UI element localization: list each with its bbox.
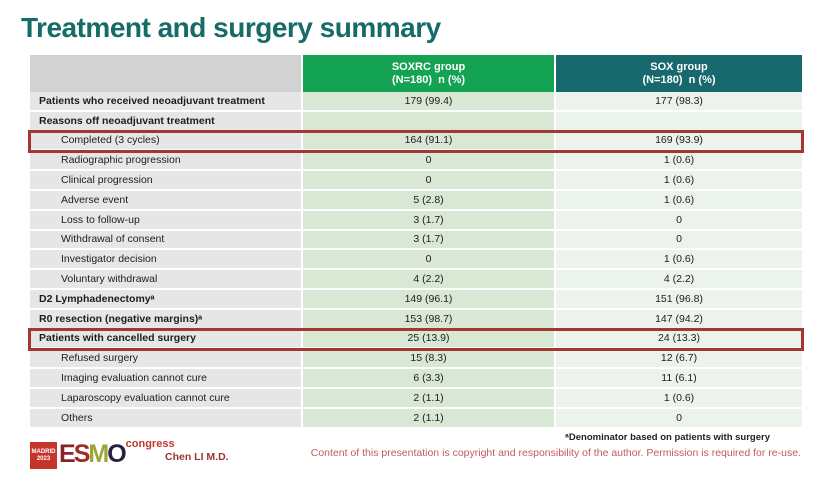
row-label: Others [30, 408, 303, 427]
sox-value-cell: 1 (0.6) [556, 171, 802, 189]
sox-value-cell: 0 [556, 210, 802, 229]
row-label: Withdrawal of consent [30, 230, 303, 249]
table-row: Withdrawal of consent 3 (1.7) 0 [30, 230, 802, 251]
row-label: Clinical progression [30, 171, 303, 189]
esmo-congress-logo: MADRID 2023 ESMO congress [30, 438, 175, 470]
header-empty-cell [30, 55, 303, 92]
sox-value-cell: 1 (0.6) [556, 250, 802, 269]
soxrc-value-cell: 6 (3.3) [303, 369, 556, 387]
row-label: Radiographic progression [30, 151, 303, 170]
esmo-letter-o: O [107, 440, 127, 468]
sox-value-cell [556, 111, 802, 130]
esmo-letter-e: E [59, 440, 76, 468]
soxrc-value-cell [303, 111, 556, 130]
soxrc-value-cell: 15 (8.3) [303, 349, 556, 368]
row-label: Completed (3 cycles) [30, 131, 303, 150]
soxrc-value-cell: 149 (96.1) [303, 289, 556, 308]
soxrc-value-cell: 0 [303, 151, 556, 170]
soxrc-value-cell: 153 (98.7) [303, 309, 556, 328]
table-row: Patients who received neoadjuvant treatm… [30, 92, 802, 112]
header-soxrc-group: SOXRC group (N=180) n (%) [303, 55, 556, 92]
soxrc-value-cell: 2 (1.1) [303, 408, 556, 427]
table-row: Loss to follow-up 3 (1.7) 0 [30, 210, 802, 231]
logo-year: 2023 [36, 455, 51, 462]
logo-city: MADRID [31, 448, 56, 455]
row-label: Refused surgery [30, 349, 303, 368]
presenter-name: Chen LI M.D. [165, 451, 229, 463]
soxrc-value-cell: 5 (2.8) [303, 190, 556, 209]
sox-value-cell: 1 (0.6) [556, 388, 802, 407]
table-row: R0 resection (negative margins)ᵃ 153 (98… [30, 309, 802, 330]
header-sox-group: SOX group (N=180) n (%) [556, 55, 802, 92]
table-header-row: SOXRC group (N=180) n (%) SOX group (N=1… [30, 55, 802, 92]
table-body: Patients who received neoadjuvant treatm… [28, 92, 804, 429]
table-row: Laparoscopy evaluation cannot cure 2 (1.… [30, 388, 802, 409]
table-row: Voluntary withdrawal 4 (2.2) 4 (2.2) [30, 270, 802, 290]
soxrc-value-cell: 164 (91.1) [303, 131, 556, 150]
sox-value-cell: 151 (96.8) [556, 289, 802, 308]
row-label: Loss to follow-up [30, 210, 303, 229]
sox-value-cell: 11 (6.1) [556, 369, 802, 387]
table-row: Others 2 (1.1) 0 [30, 408, 802, 429]
sox-value-cell: 4 (2.2) [556, 270, 802, 288]
table-row: Imaging evaluation cannot cure 6 (3.3) 1… [30, 369, 802, 389]
sox-value-cell: 169 (93.9) [556, 131, 802, 150]
madrid-2023-badge: MADRID 2023 [30, 442, 57, 469]
soxrc-value-cell: 4 (2.2) [303, 270, 556, 288]
soxrc-group-name: SOXRC group [391, 60, 466, 73]
row-label: Laparoscopy evaluation cannot cure [30, 388, 303, 407]
congress-label: congress [125, 438, 175, 450]
row-label: Reasons off neoadjuvant treatment [30, 111, 303, 130]
table-row: Radiographic progression 0 1 (0.6) [30, 151, 802, 172]
esmo-letter-m: M [88, 440, 109, 468]
soxrc-value-cell: 25 (13.9) [303, 329, 556, 348]
sox-group-n: (N=180) n (%) [642, 73, 716, 86]
esmo-wordmark: ESMO [59, 440, 127, 468]
sox-group-name: SOX group [650, 60, 708, 73]
row-label: Patients who received neoadjuvant treatm… [30, 92, 303, 110]
esmo-letter-s: S [73, 440, 91, 468]
sox-value-cell: 1 (0.6) [556, 190, 802, 209]
sox-value-cell: 12 (6.7) [556, 349, 802, 368]
row-label: Investigator decision [30, 250, 303, 269]
soxrc-group-n: (N=180) n (%) [391, 73, 466, 86]
sox-value-cell: 177 (98.3) [556, 92, 802, 110]
row-label: R0 resection (negative margins)ᵃ [30, 309, 303, 328]
table-row: Clinical progression 0 1 (0.6) [30, 171, 802, 191]
row-label: Adverse event [30, 190, 303, 209]
soxrc-value-cell: 0 [303, 171, 556, 189]
table-row: D2 Lymphadenectomyᵃ 149 (96.1) 151 (96.8… [30, 289, 802, 310]
soxrc-value-cell: 2 (1.1) [303, 388, 556, 407]
table-row: Refused surgery 15 (8.3) 12 (6.7) [30, 349, 802, 370]
soxrc-value-cell: 179 (99.4) [303, 92, 556, 110]
sox-value-cell: 147 (94.2) [556, 309, 802, 328]
treatment-surgery-table: SOXRC group (N=180) n (%) SOX group (N=1… [28, 55, 804, 429]
row-label: Voluntary withdrawal [30, 270, 303, 288]
slide-footer: MADRID 2023 ESMO congress Chen LI M.D. ᵃ… [0, 430, 832, 478]
soxrc-value-cell: 3 (1.7) [303, 230, 556, 249]
soxrc-value-cell: 0 [303, 250, 556, 269]
slide-title: Treatment and surgery summary [21, 12, 441, 43]
denominator-footnote: ᵃDenominator based on patients with surg… [565, 432, 770, 443]
table-row: Reasons off neoadjuvant treatment [30, 111, 802, 132]
table-row: Patients with cancelled surgery 25 (13.9… [28, 327, 804, 352]
table-row: Adverse event 5 (2.8) 1 (0.6) [30, 190, 802, 211]
soxrc-value-cell: 3 (1.7) [303, 210, 556, 229]
row-label: Patients with cancelled surgery [30, 329, 303, 348]
sox-value-cell: 0 [556, 408, 802, 427]
table-row: Completed (3 cycles) 164 (91.1) 169 (93.… [28, 129, 804, 154]
row-label: D2 Lymphadenectomyᵃ [30, 289, 303, 308]
table-row: Investigator decision 0 1 (0.6) [30, 250, 802, 271]
sox-value-cell: 0 [556, 230, 802, 249]
sox-value-cell: 1 (0.6) [556, 151, 802, 170]
sox-value-cell: 24 (13.3) [556, 329, 802, 348]
copyright-notice: Content of this presentation is copyrigh… [310, 447, 801, 459]
row-label: Imaging evaluation cannot cure [30, 369, 303, 387]
